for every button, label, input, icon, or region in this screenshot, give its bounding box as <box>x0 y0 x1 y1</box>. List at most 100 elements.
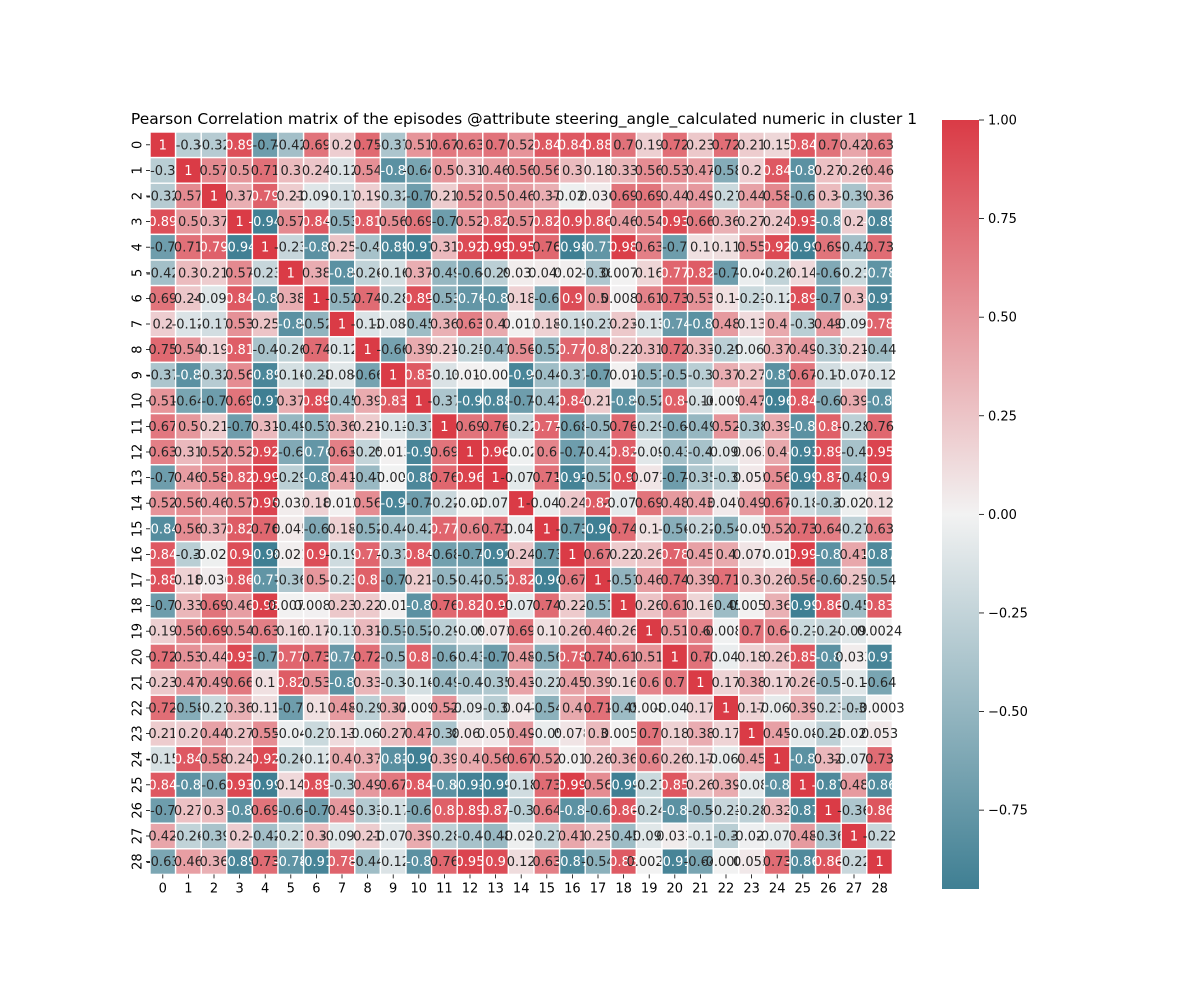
cell-value-label-12-23: 0.063 <box>733 446 770 461</box>
cell-value-label-6-20: 0.73 <box>660 292 689 307</box>
cell-value-label-0-8: 0.75 <box>353 138 382 153</box>
heatmap-cell-18-0 <box>149 592 177 620</box>
cell-value-label-6-8: 0.74 <box>353 292 382 307</box>
cell-value-label-8-1: 0.54 <box>174 343 203 358</box>
cell-value-label-20-6: 0.73 <box>302 650 331 665</box>
cell-value-label-5-16: 0.021 <box>554 266 591 281</box>
cell-value-label-3-0: 0.89 <box>148 215 177 230</box>
cell-value-label-15-19: 0.1 <box>639 522 660 537</box>
heatmap-cell-28-18 <box>610 848 638 876</box>
cell-value-label-18-18: 1 <box>619 599 627 614</box>
heatmap-cell-1-23 <box>738 156 766 184</box>
cell-value-label-17-18: -0.51 <box>607 574 641 589</box>
heatmap-cell-14-21 <box>686 489 714 517</box>
heatmap-cell-21-11 <box>430 668 458 696</box>
heatmap-cell-17-7 <box>328 566 356 594</box>
cell-value-label-23-2: 0.44 <box>200 727 229 742</box>
cell-value-label-15-22: -0.54 <box>709 522 743 537</box>
cell-value-label-7-21: -0.8 <box>688 318 713 333</box>
cell-value-label-5-20: 0.77 <box>660 266 689 281</box>
cell-value-label-11-28: 0.76 <box>865 420 894 435</box>
colorbar-tick-label-4: 0.00 <box>988 508 1017 523</box>
heatmap-cell-14-7 <box>328 489 356 517</box>
cell-value-label-13-16: -0.92 <box>556 471 590 486</box>
cell-value-label-20-24: 0.26 <box>763 650 792 665</box>
heatmap-cell-7-19 <box>635 310 663 338</box>
cell-value-label-4-16: -0.98 <box>556 241 590 256</box>
cell-value-label-18-16: 0.22 <box>558 599 587 614</box>
cell-value-label-5-10: 0.37 <box>404 266 433 281</box>
heatmap-cell-20-1 <box>174 643 202 671</box>
cell-value-label-14-2: 0.46 <box>200 497 229 512</box>
heatmap-cell-7-22 <box>712 310 740 338</box>
heatmap-cell-25-11 <box>430 771 458 799</box>
cell-value-label-22-6: 0.1 <box>306 702 327 717</box>
cell-value-label-14-28: 0.12 <box>865 497 894 512</box>
cell-value-label-11-27: -0.28 <box>837 420 871 435</box>
x-tick-label-2: 2 <box>210 881 218 896</box>
cell-value-label-28-25: -0.86 <box>786 855 820 870</box>
heatmap-cell-5-16 <box>558 259 586 287</box>
heatmap-cell-7-12 <box>456 310 484 338</box>
heatmap-cell-2-2 <box>200 182 228 210</box>
cell-value-label-0-26: 0.7 <box>818 138 839 153</box>
cell-value-label-20-0: 0.72 <box>148 650 177 665</box>
cell-value-label-17-20: 0.74 <box>660 574 689 589</box>
cell-value-label-7-0: 0.2 <box>152 318 173 333</box>
cell-value-label-5-6: 0.38 <box>302 266 331 281</box>
heatmap-cell-28-28 <box>866 848 894 876</box>
cell-value-label-2-10: -0.7 <box>406 190 431 205</box>
cell-value-label-9-26: -0.17 <box>812 369 846 384</box>
heatmap-cell-8-14 <box>507 336 535 364</box>
heatmap-cell-21-21 <box>686 668 714 696</box>
cell-value-label-22-24: -0.066 <box>756 702 798 717</box>
cell-value-label-19-9: -0.51 <box>376 625 410 640</box>
cell-value-label-1-26: 0.27 <box>814 164 843 179</box>
heatmap-cell-16-1 <box>174 540 202 568</box>
cell-value-label-19-16: 0.26 <box>558 625 587 640</box>
cell-value-label-6-15: -0.6 <box>534 292 559 307</box>
heatmap-cell-9-1 <box>174 361 202 389</box>
heatmap-cell-20-15 <box>533 643 561 671</box>
cell-value-label-21-20: 0.7 <box>664 676 685 691</box>
heatmap-cell-0-12 <box>456 131 484 159</box>
heatmap-cell-28-3 <box>226 848 254 876</box>
cell-value-label-13-19: 0.072 <box>631 471 668 486</box>
cell-value-label-23-11: -0.38 <box>428 727 462 742</box>
cell-value-label-3-5: 0.57 <box>276 215 305 230</box>
heatmap-cell-17-15 <box>533 566 561 594</box>
cell-value-label-4-3: -0.94 <box>223 241 257 256</box>
cell-value-label-2-23: 0.44 <box>737 190 766 205</box>
cell-value-label-6-6: 1 <box>312 292 320 307</box>
cell-value-label-17-28: -0.54 <box>863 574 897 589</box>
heatmap-cell-12-19 <box>635 438 663 466</box>
cell-value-label-27-12: -0.4 <box>457 830 482 845</box>
heatmap-cell-9-17 <box>584 361 612 389</box>
cell-value-label-11-5: -0.49 <box>274 420 308 435</box>
cell-value-label-17-19: 0.46 <box>635 574 664 589</box>
cell-value-label-17-27: 0.25 <box>840 574 869 589</box>
cell-value-label-16-27: 0.41 <box>840 548 869 563</box>
cell-value-label-14-17: 0.82 <box>584 497 613 512</box>
cell-value-label-16-9: -0.37 <box>376 548 410 563</box>
heatmap-cell-18-6 <box>302 592 330 620</box>
cell-value-label-14-0: 0.52 <box>148 497 177 512</box>
cell-value-label-24-7: 0.4 <box>332 753 353 768</box>
cell-value-label-20-17: 0.74 <box>584 650 613 665</box>
cell-value-label-21-6: 0.53 <box>302 676 331 691</box>
cell-value-label-1-23: 0.2 <box>741 164 762 179</box>
cell-value-label-9-15: -0.44 <box>530 369 564 384</box>
cell-value-label-4-5: -0.23 <box>274 241 308 256</box>
cell-value-label-17-2: 0.036 <box>195 574 232 589</box>
cell-value-label-13-7: 0.41 <box>328 471 357 486</box>
heatmap-cell-8-27 <box>840 336 868 364</box>
cell-value-label-10-20: 0.8 <box>664 394 685 409</box>
cell-value-label-15-21: -0.22 <box>684 522 718 537</box>
cell-value-label-26-10: -0.6 <box>406 804 431 819</box>
cell-value-label-16-8: 0.77 <box>353 548 382 563</box>
cell-value-label-23-6: -0.21 <box>300 727 334 742</box>
heatmap-cell-22-28 <box>866 694 894 722</box>
cell-value-label-15-13: 0.71 <box>481 522 510 537</box>
cell-value-label-5-25: 0.14 <box>788 266 817 281</box>
cell-value-label-24-27: -0.073 <box>833 753 875 768</box>
